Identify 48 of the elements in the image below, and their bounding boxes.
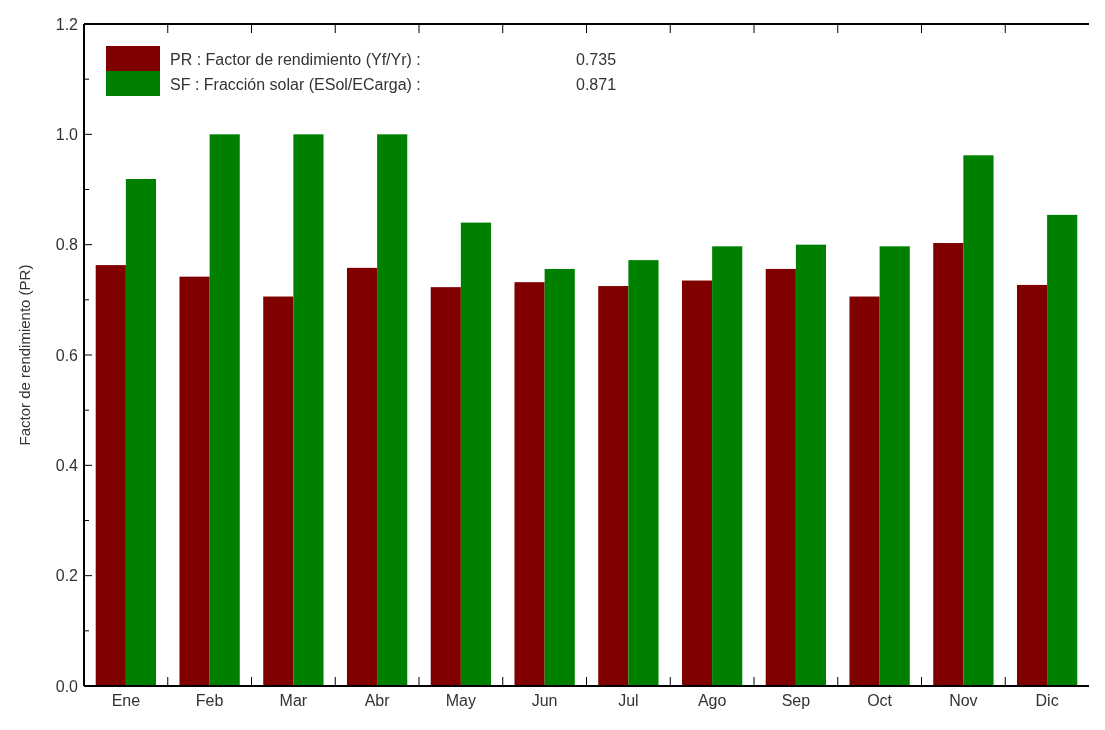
y-tick-label: 1.2 (55, 15, 79, 33)
legend-label: PR : Factor de rendimiento (Yf/Yr) : (170, 50, 421, 68)
bar (795, 244, 827, 686)
annotation: 0.735 (576, 50, 617, 68)
bar (293, 134, 324, 686)
bar (346, 267, 378, 686)
x-tick-label: Ago (697, 692, 727, 709)
x-tick-label: Mar (279, 692, 308, 709)
bar (712, 246, 743, 686)
x-tick-label: Jul (618, 692, 639, 709)
x-tick-label: Oct (867, 692, 893, 709)
bar (879, 246, 910, 686)
bar (849, 296, 880, 686)
bar (263, 296, 294, 686)
x-tick-label: Ene (111, 692, 141, 709)
y-tick-label: 0.4 (55, 456, 79, 474)
bar (765, 268, 796, 686)
bar (377, 134, 408, 686)
annotation: 0.871 (576, 75, 617, 93)
y-tick-label: 0.2 (55, 567, 79, 585)
x-tick-label: Nov (949, 692, 978, 709)
bar (598, 286, 629, 686)
bar (628, 260, 659, 686)
bar (460, 222, 492, 686)
legend-label: SF : Fracción solar (ESol/ECarga) : (170, 75, 421, 93)
bar (544, 268, 575, 686)
bar (681, 280, 713, 686)
x-tick-label: Abr (364, 692, 391, 709)
y-axis-title: Factor de rendimiento (PR) (16, 264, 33, 446)
bar (1016, 284, 1048, 686)
bar (514, 282, 545, 686)
x-tick-label: Dic (1035, 692, 1059, 709)
x-tick-label: May (445, 692, 476, 709)
bar (95, 265, 126, 686)
bar (430, 287, 461, 686)
x-tick-label: Jun (531, 692, 558, 709)
x-tick-label: Sep (781, 692, 811, 709)
y-tick-label: 0.6 (55, 346, 79, 364)
bar (933, 243, 964, 686)
x-tick-label: Feb (195, 692, 224, 709)
y-tick-label: 0.8 (55, 236, 79, 254)
bar (179, 276, 210, 686)
bar (125, 179, 157, 686)
y-tick-label: 1.0 (55, 125, 79, 143)
bar (209, 134, 240, 686)
y-tick-label: 0.0 (55, 677, 79, 695)
bar (1047, 214, 1078, 686)
bar (963, 155, 994, 686)
